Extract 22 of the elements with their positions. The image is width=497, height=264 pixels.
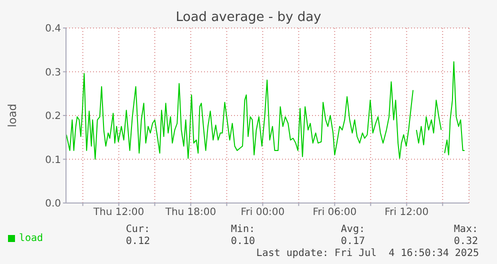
legend-label: load xyxy=(19,233,44,244)
y-tick-label: 0.2 xyxy=(45,111,61,122)
text: Avg: xyxy=(340,224,366,235)
x-tick-label: Fri 06:00 xyxy=(312,207,357,218)
text: Last update: Fri Jul 4 16:50:34 2025 xyxy=(256,248,479,259)
x-tick-label: Fri 12:00 xyxy=(384,207,429,218)
text: Cur: xyxy=(124,224,151,235)
x-tick-label: Thu 18:00 xyxy=(164,207,216,218)
x-tick-label: Fri 00:00 xyxy=(240,207,285,218)
y-tick-label: 0.0 xyxy=(45,198,61,210)
text: 0.32 xyxy=(452,236,478,247)
chart-title: Load average - by day xyxy=(174,10,322,25)
y-axis-title: load xyxy=(6,104,19,128)
text: 0.12 xyxy=(124,236,150,247)
y-tick-label: 0.4 xyxy=(45,24,61,35)
text: 0.17 xyxy=(340,236,365,247)
x-tick-label: Thu 12:00 xyxy=(92,207,144,218)
y-tick-label: 0.3 xyxy=(45,67,61,78)
text: Max: xyxy=(452,224,479,235)
text: 0.10 xyxy=(230,236,255,247)
y-tick-label: 0.1 xyxy=(45,154,61,166)
text: Min: xyxy=(230,224,256,235)
